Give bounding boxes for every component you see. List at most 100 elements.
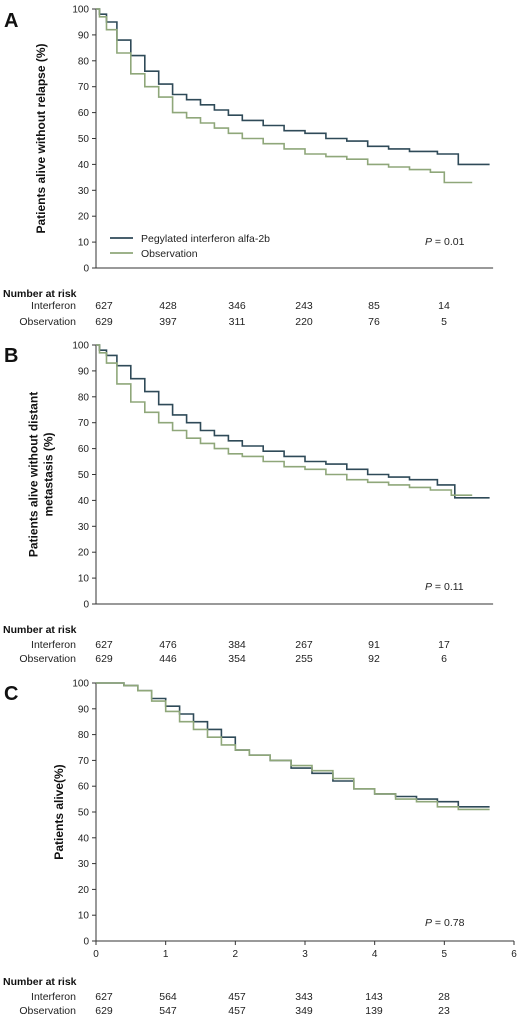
y-tick-label: 100	[72, 5, 89, 16]
y-tick-label: 20	[78, 548, 90, 559]
p-value: P = 0.11	[425, 581, 464, 593]
risk-value: 17	[438, 639, 450, 651]
panel-letter: A	[4, 10, 18, 32]
y-tick-label: 40	[78, 833, 90, 844]
risk-value: 220	[295, 316, 313, 328]
y-tick-label: 50	[78, 470, 90, 481]
y-tick-label: 30	[78, 522, 90, 533]
y-tick-label: 50	[78, 134, 90, 145]
risk-value: 627	[95, 991, 113, 1003]
y-axis-label: metastasis (%)	[42, 432, 56, 516]
risk-value: 627	[95, 300, 113, 312]
y-tick-label: 60	[78, 444, 90, 455]
y-tick-label: 40	[78, 160, 90, 171]
risk-value: 397	[159, 316, 177, 328]
y-tick-label: 0	[83, 937, 89, 948]
risk-value: 476	[159, 639, 177, 651]
p-value-symbol: P	[425, 581, 432, 593]
risk-value: 629	[95, 1005, 113, 1016]
x-tick-label: 1	[163, 949, 169, 960]
legend-label: Observation	[141, 248, 198, 260]
risk-value: 346	[228, 300, 246, 312]
y-axis-label: Patients alive without relapse (%)	[34, 43, 48, 233]
p-value-text: = 0.01	[432, 236, 465, 248]
p-value: P = 0.01	[425, 236, 465, 248]
observation-curve	[96, 8, 473, 184]
y-tick-label: 90	[78, 366, 90, 377]
risk-value: 629	[95, 316, 113, 328]
risk-value: 267	[295, 639, 313, 651]
risk-value: 428	[159, 300, 177, 312]
risk-value: 5	[441, 316, 447, 328]
y-tick-label: 80	[78, 730, 90, 741]
y-tick-label: 10	[78, 574, 90, 585]
risk-value: 255	[295, 653, 313, 665]
risk-row-label: Interferon	[31, 300, 76, 312]
risk-value: 23	[438, 1005, 450, 1016]
y-tick-label: 20	[78, 212, 90, 223]
legend-label: Pegylated interferon alfa-2b	[141, 233, 270, 245]
risk-value: 627	[95, 639, 113, 651]
p-value-text: = 0.11	[432, 581, 464, 593]
risk-table-title: Number at risk	[3, 624, 77, 636]
risk-value: 6	[441, 653, 447, 665]
p-value-symbol: P	[425, 917, 432, 929]
interferon-curve	[96, 344, 490, 499]
risk-value: 457	[228, 1005, 246, 1016]
x-tick-label: 5	[442, 949, 448, 960]
y-tick-label: 10	[78, 238, 90, 249]
y-axis-label: Patients alive without distant	[27, 392, 41, 557]
risk-value: 243	[295, 300, 313, 312]
y-tick-label: 90	[78, 704, 90, 715]
risk-value: 311	[229, 316, 246, 328]
panel-a: A 0 10 20 30 40 50 60 70 80 90 100 Patients alive wi…	[3, 5, 494, 328]
panel-letter: B	[4, 345, 18, 367]
x-tick-label: 6	[511, 949, 517, 960]
risk-value: 91	[368, 639, 380, 651]
risk-value: 384	[228, 639, 246, 651]
risk-table-title: Number at risk	[3, 288, 77, 300]
risk-value: 92	[368, 653, 380, 665]
risk-value: 14	[438, 300, 450, 312]
risk-value: 343	[295, 991, 313, 1003]
risk-value: 547	[159, 1005, 177, 1016]
x-tick-label: 0	[93, 949, 99, 960]
risk-row-label: Interferon	[31, 991, 76, 1003]
p-value-text: = 0.78	[432, 917, 465, 929]
interferon-curve	[96, 8, 490, 166]
risk-value: 28	[438, 991, 450, 1003]
risk-value: 349	[295, 1005, 313, 1016]
y-tick-label: 10	[78, 911, 90, 922]
risk-value: 85	[368, 300, 380, 312]
risk-row-label: Observation	[19, 1005, 76, 1016]
y-tick-label: 70	[78, 756, 90, 767]
y-tick-label: 40	[78, 496, 90, 507]
risk-value: 446	[159, 653, 177, 665]
risk-value: 457	[228, 991, 246, 1003]
y-tick-label: 100	[72, 679, 89, 690]
observation-curve	[96, 344, 473, 496]
y-tick-label: 0	[83, 600, 89, 611]
p-value: P = 0.78	[425, 917, 465, 929]
y-axis-label: Patients alive(%)	[52, 764, 66, 859]
risk-table-title: Number at risk	[3, 976, 77, 988]
p-value-symbol: P	[425, 236, 432, 248]
risk-row-label: Interferon	[31, 639, 76, 651]
y-tick-label: 70	[78, 418, 90, 429]
risk-value: 76	[368, 316, 380, 328]
y-tick-label: 90	[78, 30, 90, 41]
risk-value: 143	[365, 991, 383, 1003]
y-tick-label: 100	[72, 341, 89, 352]
y-tick-label: 30	[78, 859, 90, 870]
x-tick-label: 2	[233, 949, 239, 960]
panel-letter: C	[4, 683, 18, 705]
y-tick-label: 0	[83, 264, 89, 275]
risk-value: 629	[95, 653, 113, 665]
risk-row-label: Observation	[19, 653, 76, 665]
y-tick-label: 60	[78, 108, 90, 119]
x-tick-label: 3	[302, 949, 308, 960]
y-tick-label: 20	[78, 885, 90, 896]
y-tick-label: 30	[78, 186, 90, 197]
